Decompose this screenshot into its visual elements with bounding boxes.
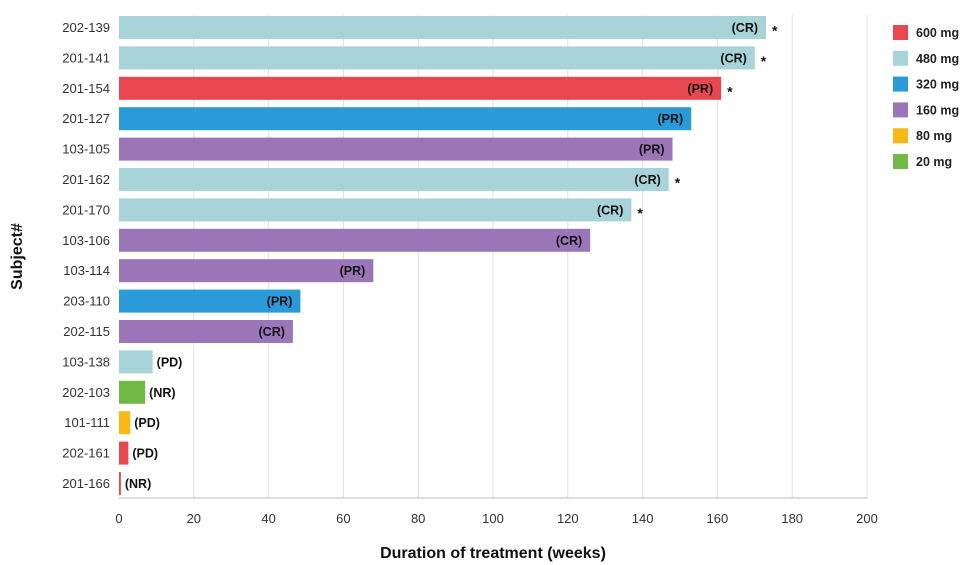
subject-label: 202-103 [62,385,110,400]
subject-label: 201-154 [62,81,110,96]
subject-label: 201-141 [62,50,110,65]
subject-label: 103-105 [62,142,110,157]
bar-103-138 [119,350,153,374]
response-label: (PR) [687,82,713,96]
bar-202-103 [119,380,146,404]
bar-203-110 [119,289,301,313]
legend-swatch [893,102,908,118]
legend-label: 80 mg [916,129,952,143]
legend-label: 160 mg [916,103,959,117]
bar-202-161 [119,441,129,465]
response-label: (CR) [259,325,285,339]
legend-label: 600 mg [916,26,959,40]
bar-201-127 [119,107,692,131]
legend: 600 mg 480 mg 320 mg 160 mg 80 mg 20 mg [893,25,959,169]
legend-label: 20 mg [916,155,952,169]
response-label: (PR) [639,143,665,157]
star-marker: * [727,83,733,99]
subject-label: 201-170 [62,202,110,217]
bars-group: (CR) * (CR) * (PR) * (PR) (PR) (CR) * (CR) * (CR) (PR… [119,16,778,495]
x-tick-label: 0 [115,511,122,526]
response-label: (PR) [267,295,293,309]
response-label: (PD) [134,416,160,430]
subject-label: 201-127 [62,111,110,126]
bar-201-166 [119,472,121,495]
response-label: (PD) [157,355,183,369]
bar-202-115 [119,320,293,343]
response-label: (CR) [597,203,623,217]
star-marker: * [772,23,778,39]
star-marker: * [675,175,681,191]
legend-swatch [893,76,908,92]
bar-103-105 [119,137,673,161]
x-tick-label: 160 [707,511,729,526]
bar-202-139 [119,16,767,39]
bar-103-106 [119,228,591,252]
x-tick-label: 20 [187,511,201,526]
subject-label: 101-111 [64,415,110,430]
bar-201-162 [119,168,669,191]
response-label: (NR) [125,477,151,491]
response-label: (NR) [149,386,175,400]
x-tick-label: 180 [781,511,803,526]
response-label: (CR) [720,51,746,65]
x-tick-label: 200 [856,511,878,526]
x-tick-label: 60 [336,511,350,526]
legend-label: 320 mg [916,78,959,92]
bar-101-111 [119,411,131,435]
subject-label: 103-114 [63,263,110,278]
response-label: (PR) [658,112,684,126]
subject-label: 202-161 [62,446,110,461]
x-tick-label: 100 [482,511,504,526]
legend-swatch [893,25,908,40]
star-marker: * [761,53,767,69]
subject-label: 103-106 [62,233,110,248]
bar-201-154 [119,76,722,100]
response-label: (PD) [132,447,158,461]
response-label: (CR) [732,21,758,35]
response-label: (CR) [634,173,660,187]
bar-201-141 [119,46,755,70]
y-axis-title: Subject# [9,223,26,290]
x-tick-label: 40 [261,511,275,526]
subject-label: 203-110 [63,294,110,309]
legend-label: 480 mg [916,52,959,66]
subject-label: 202-115 [63,324,110,339]
subject-label: 202-139 [62,20,110,35]
response-label: (PR) [340,264,366,278]
x-axis-title: Duration of treatment (weeks) [380,545,606,562]
star-marker: * [637,205,643,221]
x-tick-label: 80 [411,511,425,526]
x-tick-labels: 0 20 40 60 80 100 120 140 160 180 200 [115,511,877,526]
response-label: (CR) [556,234,582,248]
bar-103-114 [119,259,374,283]
y-tick-labels: 202-139 201-141 201-154 201-127 103-105 201-1… [62,20,110,491]
subject-label: 201-162 [62,172,110,187]
subject-label: 103-138 [62,354,110,369]
bar-201-170 [119,198,632,222]
legend-swatch [893,50,908,66]
x-tick-label: 120 [557,511,579,526]
subject-label: 201-166 [62,476,110,491]
legend-swatch [893,154,908,169]
x-tick-label: 140 [632,511,654,526]
legend-swatch [893,128,908,144]
